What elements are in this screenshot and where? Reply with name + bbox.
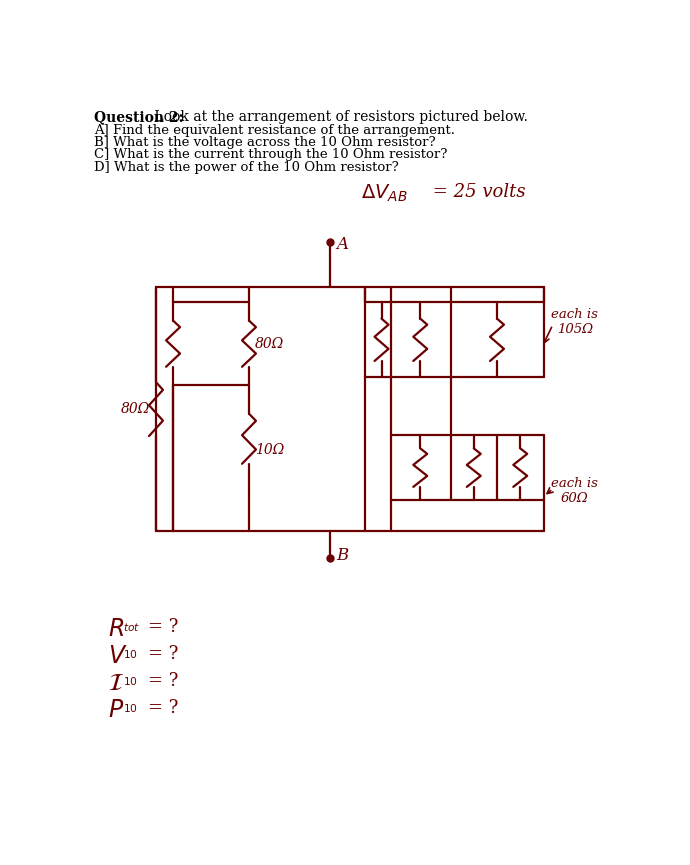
Text: A] Find the equivalent resistance of the arrangement.: A] Find the equivalent resistance of the… bbox=[94, 124, 455, 137]
Text: Look at the arrangement of resistors pictured below.: Look at the arrangement of resistors pic… bbox=[150, 110, 528, 124]
Text: = ?: = ? bbox=[148, 645, 179, 663]
Text: Question 2:: Question 2: bbox=[94, 110, 184, 124]
Text: = ?: = ? bbox=[148, 672, 179, 690]
Text: $\mathcal{I}$: $\mathcal{I}$ bbox=[108, 672, 124, 695]
Text: each is
60Ω: each is 60Ω bbox=[551, 477, 598, 505]
Text: $_{tot}$: $_{tot}$ bbox=[124, 620, 141, 634]
Text: $_{10}$: $_{10}$ bbox=[124, 702, 139, 715]
Text: 80Ω: 80Ω bbox=[121, 402, 150, 416]
Text: $P$: $P$ bbox=[108, 699, 124, 722]
Text: = ?: = ? bbox=[148, 618, 179, 636]
Text: $_{10}$: $_{10}$ bbox=[124, 675, 139, 689]
Text: B] What is the voltage across the 10 Ohm resistor?: B] What is the voltage across the 10 Ohm… bbox=[94, 136, 435, 149]
Text: 10Ω: 10Ω bbox=[255, 443, 284, 458]
Text: $R$: $R$ bbox=[108, 618, 124, 641]
Text: $\Delta V_{AB}$: $\Delta V_{AB}$ bbox=[362, 183, 408, 204]
Text: A: A bbox=[337, 236, 348, 253]
Text: $V$: $V$ bbox=[108, 645, 128, 668]
Text: each is
105Ω: each is 105Ω bbox=[551, 308, 598, 336]
Text: = 25 volts: = 25 volts bbox=[427, 183, 526, 201]
Text: = ?: = ? bbox=[148, 699, 179, 717]
Text: B: B bbox=[337, 548, 349, 564]
Text: C] What is the current through the 10 Ohm resistor?: C] What is the current through the 10 Oh… bbox=[94, 149, 447, 162]
Text: $_{10}$: $_{10}$ bbox=[124, 647, 139, 662]
Text: 80Ω: 80Ω bbox=[255, 336, 284, 350]
Text: D] What is the power of the 10 Ohm resistor?: D] What is the power of the 10 Ohm resis… bbox=[94, 161, 399, 174]
